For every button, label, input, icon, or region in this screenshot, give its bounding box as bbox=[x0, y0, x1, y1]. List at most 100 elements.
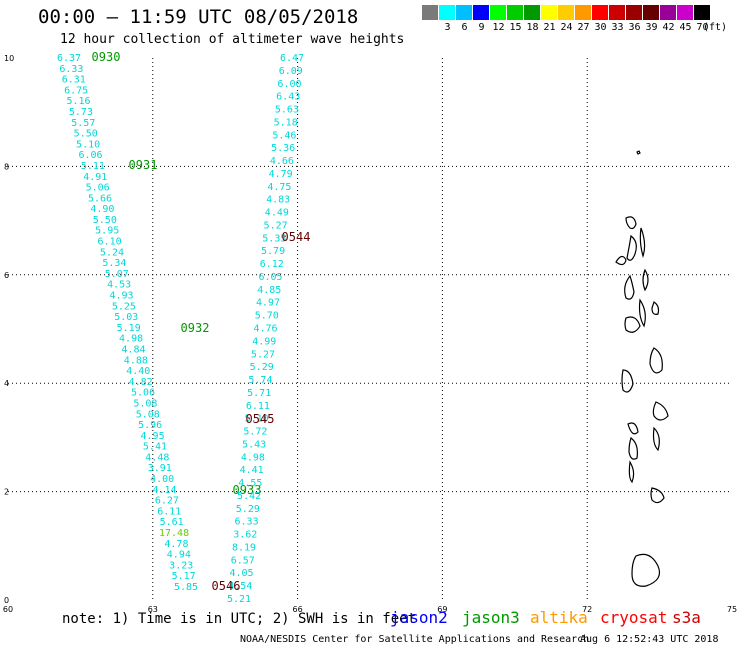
swh-value: 4.49 bbox=[265, 208, 289, 219]
swh-value: 4.00 bbox=[150, 474, 174, 485]
legend-swatch bbox=[592, 5, 609, 20]
satellite-name: jason3 bbox=[462, 608, 520, 627]
legend-unit: (ft) bbox=[702, 22, 728, 33]
legend-label: 39 bbox=[645, 22, 658, 33]
swh-value: 4.83 bbox=[266, 195, 290, 206]
legend-label: 6 bbox=[461, 22, 468, 33]
swh-value: 4.84 bbox=[121, 344, 145, 355]
legend-label: 70 bbox=[696, 22, 709, 33]
swh-value: 5.35 bbox=[262, 233, 286, 244]
x-tick-label: 60 bbox=[3, 605, 13, 614]
swh-value: 5.10 bbox=[245, 414, 269, 425]
island-outline bbox=[628, 460, 635, 484]
chart-subtitle: 12 hour collection of altimeter wave hei… bbox=[60, 32, 405, 47]
swh-value: 4.94 bbox=[167, 550, 191, 561]
legend-swatch bbox=[490, 5, 507, 20]
legend-label: 42 bbox=[662, 22, 675, 33]
swh-value: 5.50 bbox=[93, 215, 117, 226]
swh-value: 6.27 bbox=[155, 496, 179, 507]
legend-label: 12 bbox=[492, 22, 505, 33]
swh-value: 4.76 bbox=[253, 324, 277, 335]
swh-value: 6.09 bbox=[279, 66, 303, 77]
legend-label: 21 bbox=[543, 22, 556, 33]
pass-time-label: 0932 bbox=[181, 321, 210, 335]
swh-value: 5.61 bbox=[160, 517, 184, 528]
maldives-coastline bbox=[615, 150, 669, 587]
swh-value: 5.43 bbox=[242, 439, 266, 450]
satellite-name: s3a bbox=[672, 608, 701, 627]
island-outline bbox=[631, 553, 661, 587]
swh-value: 4.91 bbox=[83, 172, 107, 183]
swh-value: 4.93 bbox=[109, 291, 133, 302]
swh-value: 4.41 bbox=[240, 465, 264, 476]
swh-value: 5.63 bbox=[275, 105, 299, 116]
island-outline bbox=[621, 369, 634, 393]
swh-value: 4.54 bbox=[228, 581, 252, 592]
island-outline bbox=[624, 274, 635, 300]
swh-value: 6.11 bbox=[157, 506, 181, 517]
y-tick-label: 2 bbox=[4, 488, 9, 497]
swh-value: 5.50 bbox=[74, 129, 98, 140]
swh-value: 4.99 bbox=[252, 336, 276, 347]
swh-value: 4.78 bbox=[164, 539, 188, 550]
legend-label: 9 bbox=[478, 22, 485, 33]
y-tick-label: 10 bbox=[4, 54, 14, 63]
island-outline bbox=[642, 268, 649, 292]
legend-label: 24 bbox=[560, 22, 573, 33]
swh-value: 8.19 bbox=[232, 542, 256, 553]
y-tick-label: 4 bbox=[4, 379, 9, 388]
island-outline bbox=[638, 298, 646, 328]
swh-value: 4.90 bbox=[90, 204, 114, 215]
legend-swatch bbox=[439, 5, 456, 20]
swh-value: 4.40 bbox=[126, 366, 150, 377]
swh-value: 4.75 bbox=[267, 182, 291, 193]
swh-value: 5.72 bbox=[243, 427, 267, 438]
swh-value: 3.91 bbox=[148, 463, 172, 474]
swh-value: 5.29 bbox=[236, 504, 260, 515]
satellite-name: cryosat bbox=[600, 608, 668, 627]
swh-value: 5.46 bbox=[272, 130, 296, 141]
swh-value: 4.66 bbox=[270, 156, 294, 167]
island-outline bbox=[652, 401, 669, 421]
swh-value: 4.55 bbox=[238, 478, 262, 489]
legend-label: 18 bbox=[526, 22, 539, 33]
swh-value: 4.95 bbox=[141, 431, 165, 442]
swh-value: 6.06 bbox=[78, 150, 102, 161]
legend-swatch bbox=[507, 5, 524, 20]
swh-value: 3.23 bbox=[169, 560, 193, 571]
legend-swatch bbox=[456, 5, 473, 20]
swh-value: 4.88 bbox=[124, 355, 148, 366]
swh-value: 4.48 bbox=[145, 452, 169, 463]
swh-value: 6.11 bbox=[246, 401, 270, 412]
swh-value: 5.70 bbox=[255, 311, 279, 322]
island-outline bbox=[615, 255, 627, 266]
swh-value: 4.79 bbox=[269, 169, 293, 180]
swh-value: 5.27 bbox=[264, 220, 288, 231]
satellite-name: altika bbox=[530, 608, 588, 627]
pass-time-label: 0931 bbox=[129, 158, 158, 172]
legend-swatch bbox=[473, 5, 490, 20]
swh-value: 4.82 bbox=[129, 377, 153, 388]
swh-value: 4.85 bbox=[257, 285, 281, 296]
cryosat-track: 6.47 6.09 6.00 6.43 5.635.18 5.46 5.36 4.66 4.79… bbox=[212, 53, 311, 605]
swh-value: 6.33 bbox=[235, 517, 259, 528]
island-outline bbox=[652, 426, 660, 452]
swh-value: 4.98 bbox=[119, 334, 143, 345]
swh-value: 6.57 bbox=[231, 555, 255, 566]
legend-swatch bbox=[524, 5, 541, 20]
chart-title: 00:00 – 11:59 UTC 08/05/2018 bbox=[38, 6, 359, 28]
pass-time-label: 0545 bbox=[246, 412, 275, 426]
swh-value: 5.07 bbox=[105, 269, 129, 280]
island-outline bbox=[628, 437, 638, 460]
swh-value: 5.21 bbox=[227, 594, 251, 605]
swh-value: 5.24 bbox=[100, 247, 124, 258]
pass-time-label: 0933 bbox=[233, 483, 262, 497]
map-axes: 60 63 66 69 72 75 0 2 4 6 8 10 bbox=[3, 54, 737, 614]
swh-value: 5.73 bbox=[69, 107, 93, 118]
map-grid bbox=[8, 58, 732, 600]
swh-value: 5.10 bbox=[76, 139, 100, 150]
swh-value: 4.98 bbox=[241, 452, 265, 463]
swh-value: 4.53 bbox=[107, 280, 131, 291]
legend-swatch bbox=[660, 5, 677, 20]
island-outline bbox=[624, 316, 641, 333]
